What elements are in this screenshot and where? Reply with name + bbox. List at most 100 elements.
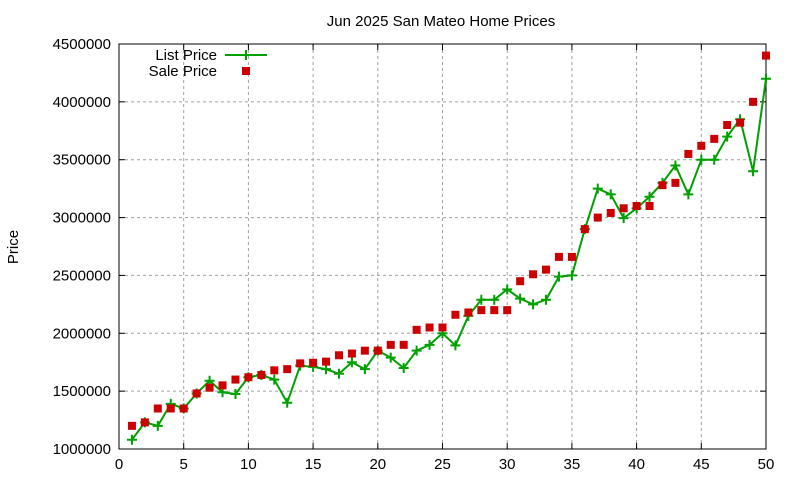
list-price-point — [230, 389, 241, 400]
y-tick-label: 3500000 — [53, 152, 111, 169]
sale-price-point — [244, 373, 253, 382]
sale-price-point — [412, 325, 421, 334]
legend-marker-list-price — [241, 50, 251, 60]
y-tick-label: 4500000 — [53, 36, 111, 53]
sale-price-point — [684, 149, 693, 158]
list-price-point — [670, 160, 681, 171]
sale-price-point — [554, 252, 563, 261]
sale-price-point — [296, 359, 305, 368]
sale-price-point — [529, 270, 538, 279]
sale-price-point — [671, 178, 680, 187]
sale-price-point — [231, 375, 240, 384]
x-tick-label: 45 — [693, 456, 710, 473]
y-axis-label: Price — [5, 230, 22, 264]
sale-price-point — [619, 204, 628, 213]
x-tick-label: 15 — [305, 456, 322, 473]
sale-price-point — [153, 404, 162, 413]
list-price-point — [282, 397, 293, 408]
list-price-point — [411, 345, 422, 356]
y-tick-label: 4000000 — [53, 94, 111, 111]
x-tick-label: 20 — [369, 456, 386, 473]
y-tick-label: 2000000 — [53, 325, 111, 342]
list-price-point — [424, 339, 435, 350]
legend-label-list-price: List Price — [155, 47, 217, 64]
sale-price-point — [205, 383, 214, 392]
y-tick-label: 1000000 — [53, 441, 111, 458]
list-price-line — [131, 78, 767, 441]
axis-ticks: 0 5 10 15 20 25 30 35 40 45 50 1000000 1500000 200000… — [53, 36, 775, 473]
y-tick-label: 3000000 — [53, 210, 111, 227]
list-price-point — [321, 364, 332, 375]
sale-price-point — [632, 202, 641, 210]
list-price-point — [592, 183, 603, 194]
sale-price-point — [606, 208, 615, 217]
sale-price-point — [593, 213, 602, 222]
sale-price-point — [257, 370, 266, 379]
x-tick-label: 25 — [434, 456, 451, 473]
plot-border — [118, 43, 767, 450]
x-tick-label: 0 — [115, 456, 123, 473]
x-tick-label: 40 — [628, 456, 645, 473]
sale-price-point — [179, 404, 188, 413]
sale-price-point — [166, 404, 175, 413]
x-tick-label: 5 — [180, 456, 188, 473]
sale-price-point — [567, 252, 576, 261]
list-price-point — [450, 340, 461, 351]
list-price-point — [385, 352, 396, 363]
list-price-point — [683, 189, 694, 200]
sale-price-point — [438, 323, 447, 332]
list-price-point — [748, 166, 759, 177]
legend-marker-sale-price — [242, 67, 250, 75]
list-price-point — [696, 154, 707, 165]
list-price-point — [709, 154, 720, 165]
y-tick-label: 1500000 — [53, 383, 111, 400]
y-tick-label: 2500000 — [53, 267, 111, 284]
sale-price-point — [360, 346, 369, 355]
list-price-point — [566, 270, 577, 281]
sale-price-point — [736, 118, 745, 127]
x-tick-label: 35 — [564, 456, 581, 473]
sale-price-point — [749, 97, 758, 106]
sale-price-point — [710, 134, 719, 143]
x-tick-label: 50 — [758, 456, 775, 473]
list-price-point — [541, 294, 552, 305]
sale-price-point — [658, 181, 667, 190]
list-price-point — [269, 374, 280, 385]
list-price-point — [398, 363, 409, 373]
sale-price-point — [127, 421, 136, 430]
sale-price-point — [503, 306, 512, 315]
sale-price-point — [192, 389, 201, 398]
list-price-point — [359, 364, 370, 375]
sale-price-point — [580, 225, 589, 234]
sale-price-point — [490, 306, 499, 315]
list-price-point — [644, 191, 655, 202]
x-tick-label: 10 — [240, 456, 257, 473]
legend: List Price Sale Price — [149, 47, 267, 80]
sale-price-point — [322, 357, 331, 366]
list-price-point — [618, 213, 629, 224]
sale-price-point — [477, 306, 486, 315]
list-price-point — [126, 434, 137, 445]
list-price-point — [333, 368, 344, 379]
sale-price-point — [309, 358, 318, 367]
sale-price-point — [270, 366, 279, 375]
sale-price-point — [218, 381, 227, 390]
sale-price-point — [516, 277, 525, 286]
sale-price-point — [283, 365, 292, 374]
list-price-point — [515, 293, 526, 304]
list-price-point — [553, 271, 564, 282]
list-price-point — [528, 299, 539, 310]
sale-price-point — [334, 351, 343, 360]
list-price-point — [502, 284, 513, 295]
sale-price-point — [762, 51, 770, 60]
list-price-point — [476, 294, 487, 305]
list-price-point — [761, 73, 771, 84]
sale-price-point — [347, 349, 356, 358]
sale-price-point — [425, 323, 434, 332]
sale-price-point — [542, 265, 551, 274]
sale-price-point — [464, 308, 473, 317]
list-price-point — [152, 420, 163, 431]
list-price-point — [722, 131, 733, 142]
sale-price-point — [399, 340, 408, 349]
